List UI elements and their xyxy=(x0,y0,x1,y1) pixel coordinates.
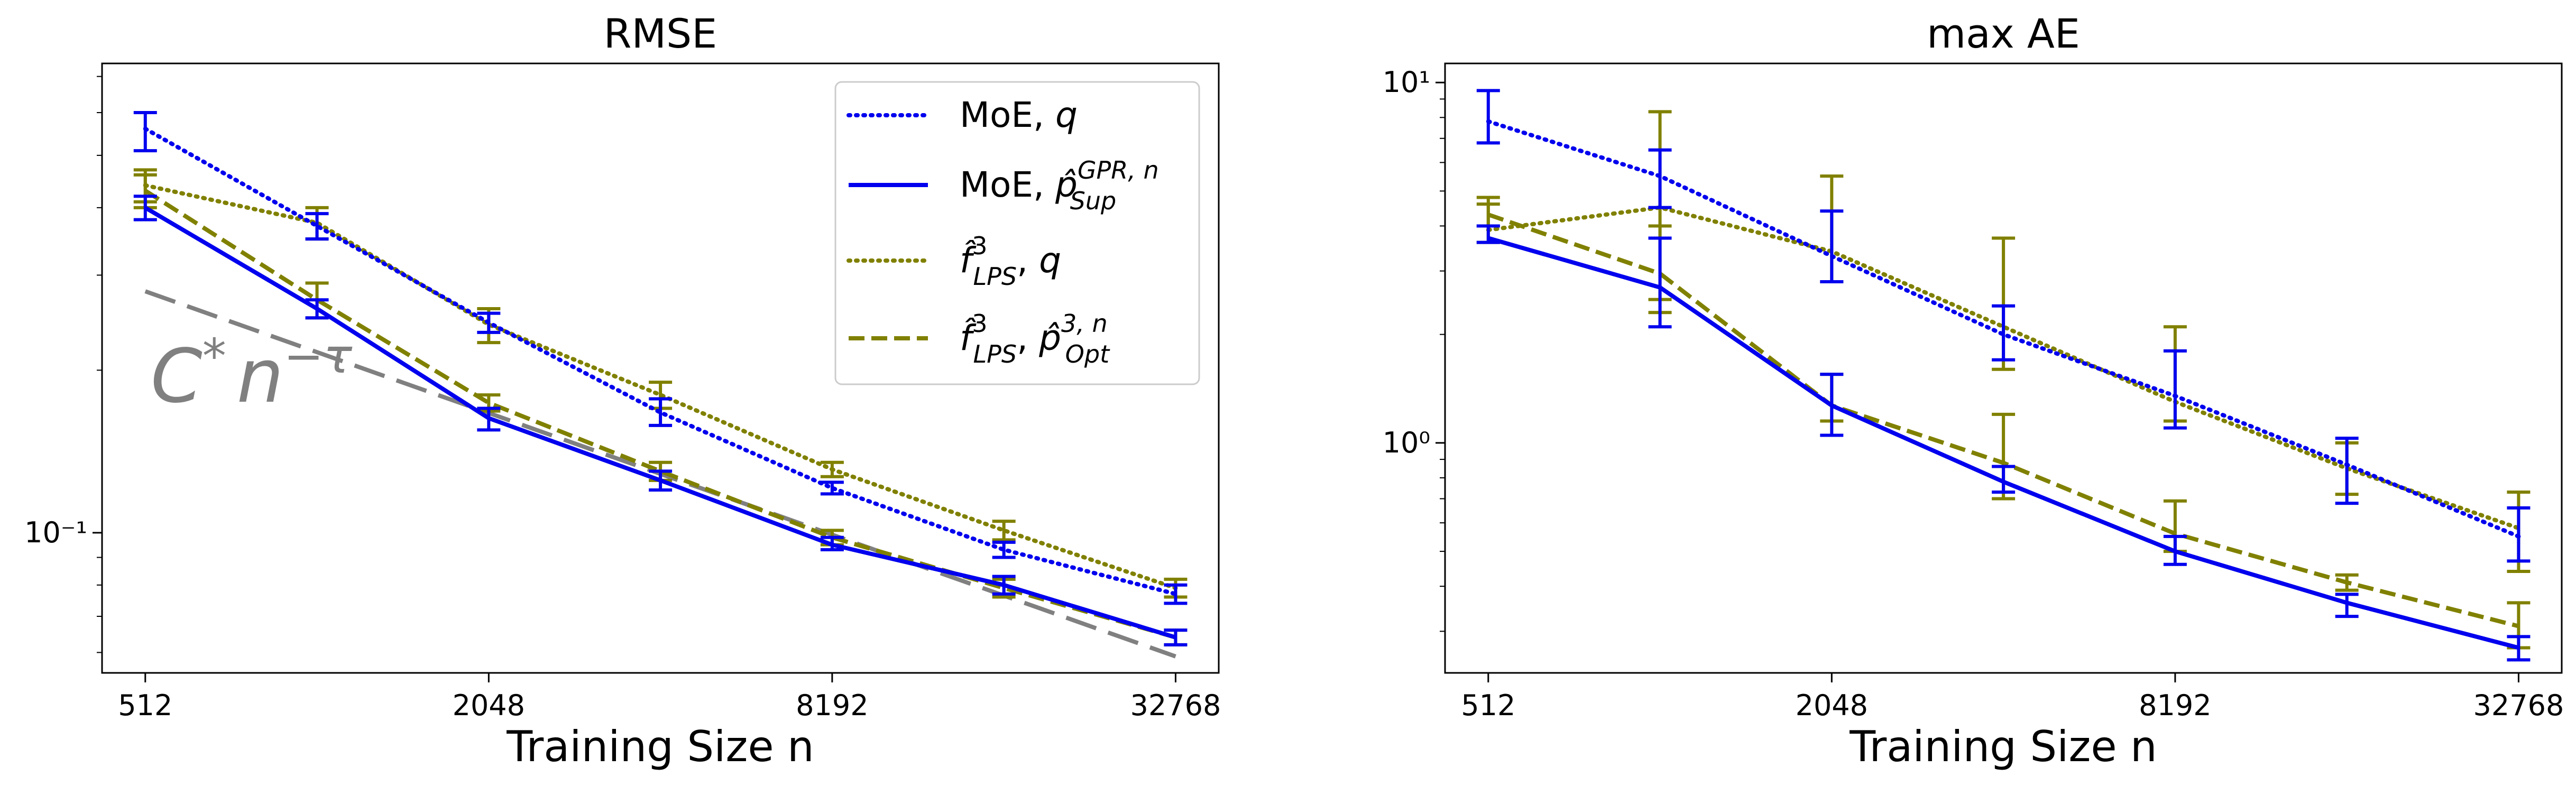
rmse-errorbar-moe-q xyxy=(305,212,329,241)
rmse-errorbar-moe-psup xyxy=(133,195,157,221)
legend-label-moe-psup-method: MoE, xyxy=(960,164,1055,205)
legend-label-flps-q-sub: LPS xyxy=(973,262,1017,291)
maxae-errorbar-moe-q xyxy=(1992,304,2016,362)
maxae-errorbar-moe-q xyxy=(1820,209,1844,284)
rmse-errorbar-moe-q xyxy=(649,397,673,427)
maxae-errorbar-moe-q xyxy=(2335,437,2359,505)
rmse-errorbar-moe-psup xyxy=(1164,628,1188,646)
x-tick-label: 512 xyxy=(1461,689,1515,722)
maxae-errorbar-moe-q xyxy=(2507,506,2531,563)
x-tick-label: 2048 xyxy=(1796,689,1868,722)
legend-label-flps-q: f̂3 LPS, q xyxy=(960,232,1061,291)
maxae-y-ticks: 10⁰ 10¹ xyxy=(1383,66,1445,632)
rmse-plot-area xyxy=(133,111,1188,659)
rmse-panel: RMSE 512 2048 8192 32768 10⁻¹ Training Size… xyxy=(24,10,1221,771)
legend-label-moe-psup-sub: Sup xyxy=(1070,187,1117,215)
rmse-errorbar-moe-q xyxy=(820,480,844,496)
maxae-errorbar-moe-q xyxy=(1476,89,1500,145)
maxae-axes-frame xyxy=(1444,62,2563,674)
rmse-errorbar-moe-psup xyxy=(992,575,1016,596)
legend-label-flps-popt-comma: , xyxy=(1017,318,1039,358)
legend-label-flps-popt-sub: LPS xyxy=(973,340,1017,368)
rmse-errorbar-moe-psup xyxy=(305,298,329,320)
legend-label-moe-psup-p: p̂ xyxy=(1055,164,1078,205)
rmse-errorbar-flps-q xyxy=(820,460,844,478)
legend-label-moe-psup-super: GPR, n xyxy=(1078,156,1159,184)
reference-line-annotation: C* n−τ xyxy=(151,329,353,420)
maxae-errorbar-moe-psup xyxy=(2507,635,2531,662)
rmse-errorbar-moe-psup xyxy=(477,406,501,432)
legend-label-moe-q-method: MoE, xyxy=(960,95,1055,135)
maxae-x-axis-label: Training Size n xyxy=(1849,722,2157,771)
x-tick-label: 8192 xyxy=(796,689,868,722)
x-tick-label: 8192 xyxy=(2139,689,2211,722)
rmse-title: RMSE xyxy=(604,10,717,57)
x-tick-label: 32768 xyxy=(2473,689,2564,722)
maxae-errorbar-moe-psup xyxy=(1648,236,1672,329)
legend-label-flps-q-super: 3 xyxy=(972,232,987,260)
maxae-errorbar-moe-psup xyxy=(1820,373,1844,437)
maxae-errorbar-flps-popt xyxy=(2335,573,2359,592)
annotation-exponent: −τ xyxy=(284,329,353,384)
legend-label-moe-q-q: q xyxy=(1055,95,1078,135)
maxae-x-ticks: 512 2048 8192 32768 xyxy=(1461,673,2564,722)
maxae-panel: max AE 512 2048 8192 32768 10⁰ 10¹ Training … xyxy=(1383,10,2564,771)
maxae-title: max AE xyxy=(1927,10,2080,57)
x-tick-label: 512 xyxy=(118,689,172,722)
rmse-errorbar-moe-q xyxy=(992,540,1016,559)
rmse-errorbar-moe-q xyxy=(477,311,501,334)
rmse-errorbar-moe-psup xyxy=(649,469,673,492)
y-tick-label: 10⁰ xyxy=(1383,426,1430,459)
legend-label-flps-popt-p: p̂ xyxy=(1038,318,1061,358)
rmse-x-ticks: 512 2048 8192 32768 xyxy=(118,673,1221,722)
y-tick-label: 10¹ xyxy=(1383,66,1430,99)
legend-label-flps-q-q: q xyxy=(1039,240,1061,281)
maxae-errorbar-moe-psup xyxy=(2335,593,2359,618)
legend-label-flps-popt: f̂3 LPS, p̂3, n Opt xyxy=(960,309,1110,368)
legend-label-flps-popt-sub2: Opt xyxy=(1065,340,1110,368)
rmse-errorbar-moe-q xyxy=(133,111,157,153)
annotation-c: C xyxy=(151,334,203,420)
rmse-errorbar-moe-q xyxy=(1164,583,1188,605)
maxae-errorbar-moe-q xyxy=(1648,148,1672,209)
maxae-errorbar-moe-psup xyxy=(1992,465,2016,494)
x-tick-label: 2048 xyxy=(453,689,525,722)
legend-label-flps-popt-super: 3 xyxy=(972,309,987,338)
rmse-y-ticks: 10⁻¹ xyxy=(24,76,102,653)
rmse-x-axis-label: Training Size n xyxy=(506,722,814,771)
maxae-plot-area xyxy=(1476,89,2531,662)
maxae-errorbar-moe-psup xyxy=(2163,534,2187,566)
legend-label-moe-psup: MoE, p̂GPR, n Sup xyxy=(960,156,1159,215)
rmse-errorbar-moe-psup xyxy=(820,535,844,552)
maxae-errorbar-moe-q xyxy=(2163,349,2187,430)
legend-label-moe-q: MoE, q xyxy=(960,95,1078,135)
x-tick-label: 32768 xyxy=(1130,689,1221,722)
maxae-errorbar-moe-psup xyxy=(1476,224,1500,244)
y-tick-label: 10⁻¹ xyxy=(24,516,87,549)
legend-label-flps-q-comma: , xyxy=(1017,240,1039,281)
legend-label-flps-popt-super2: 3, n xyxy=(1061,309,1108,338)
annotation-n: n xyxy=(237,334,284,420)
legend: MoE, q MoE, p̂GPR, n Sup f̂3 LPS, q f̂3 LPS… xyxy=(834,81,1200,385)
rmse-errorbar-flps-q xyxy=(992,520,1016,542)
legend-box xyxy=(834,81,1200,385)
rmse-axes-frame xyxy=(101,62,1220,674)
annotation-star: * xyxy=(203,329,226,384)
